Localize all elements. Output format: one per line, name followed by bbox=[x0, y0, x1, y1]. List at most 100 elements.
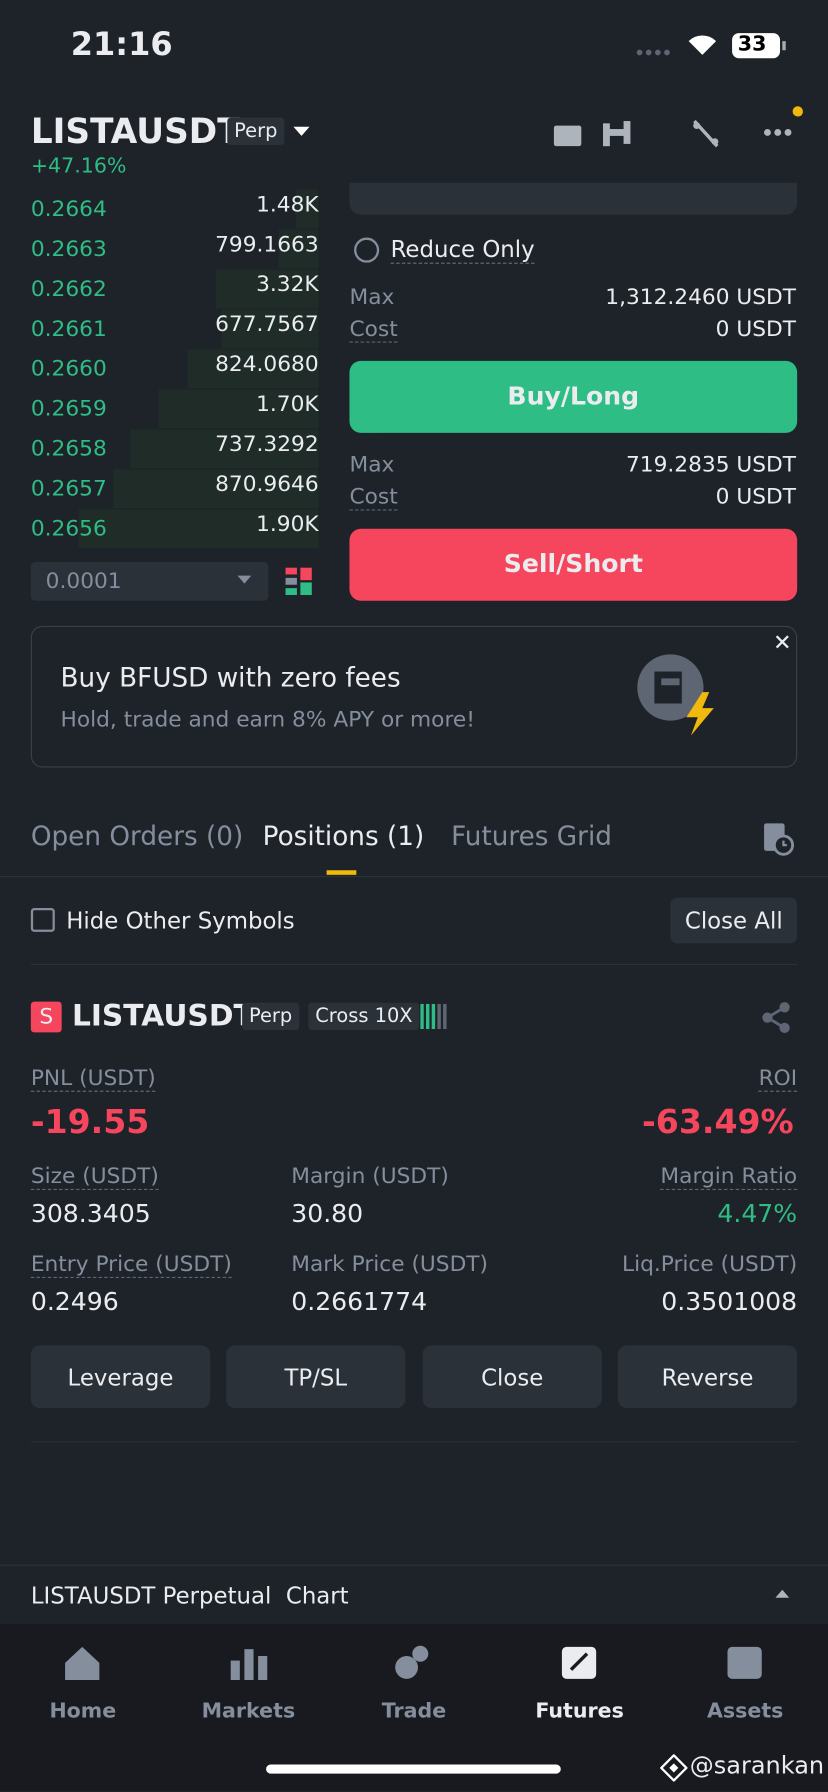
price: 0.2662 bbox=[30, 276, 107, 302]
perp-badge: Perp bbox=[227, 117, 285, 146]
depth-bar bbox=[158, 389, 319, 429]
amount: 1.70K bbox=[256, 391, 319, 417]
tick-arrow bbox=[237, 575, 252, 584]
promo-title: Buy BFUSD with zero fees bbox=[60, 663, 401, 694]
tick-size[interactable]: 0.0001 bbox=[45, 568, 122, 594]
roi-value: -63.49% bbox=[642, 1102, 794, 1141]
notification-dot bbox=[792, 106, 803, 117]
position-button[interactable]: Leverage bbox=[30, 1345, 211, 1409]
depth-bar bbox=[187, 349, 319, 389]
promo-subtitle: Hold, trade and earn 8% APY or more! bbox=[60, 706, 475, 733]
entry-value: 0.2496 bbox=[30, 1288, 119, 1317]
order-book-row[interactable]: 0.2658 737.3292 bbox=[31, 429, 319, 469]
share-icon[interactable] bbox=[761, 1002, 793, 1034]
cost-value: 0 USDT bbox=[715, 484, 797, 510]
amount: 1.48K bbox=[256, 191, 319, 217]
depth-bar bbox=[78, 509, 319, 549]
amount: 737.3292 bbox=[215, 431, 319, 457]
roi-label: ROI bbox=[758, 1065, 798, 1092]
chart-bar-label[interactable]: LISTAUSDT Perpetual Chart bbox=[30, 1581, 349, 1610]
order-book-row[interactable]: 0.2657 870.9646 bbox=[30, 469, 319, 509]
order-book-row[interactable]: 0.2659 1.70K bbox=[30, 389, 319, 429]
order-book-row[interactable]: 0.2662 3.32K bbox=[30, 269, 319, 309]
change: +47.16% bbox=[30, 154, 127, 179]
side-badge: S bbox=[30, 1001, 62, 1033]
nav-item[interactable]: Trade bbox=[381, 1699, 447, 1724]
input-field[interactable] bbox=[349, 182, 798, 215]
price: 0.2656 bbox=[30, 516, 107, 542]
hide-label[interactable]: Hide Other Symbols bbox=[66, 906, 295, 935]
amount: 799.1663 bbox=[215, 231, 319, 257]
size-value: 308.3405 bbox=[30, 1200, 151, 1229]
price: 0.2659 bbox=[30, 396, 107, 422]
cost-label: Cost bbox=[349, 316, 398, 343]
max-label: Max bbox=[349, 452, 395, 478]
margin-ratio-value: 4.47% bbox=[717, 1200, 798, 1229]
dropdown-icon[interactable] bbox=[292, 124, 310, 138]
max-value: 1,312.2460 USDT bbox=[605, 284, 797, 310]
status-icons bbox=[636, 33, 786, 59]
divider bbox=[30, 963, 798, 966]
pnl-label: PNL (USDT) bbox=[30, 1065, 156, 1092]
amount: 677.7567 bbox=[215, 311, 319, 337]
nav-item-active[interactable]: Futures bbox=[535, 1699, 624, 1724]
entry-label: Entry Price (USDT) bbox=[30, 1251, 232, 1278]
history-icon[interactable] bbox=[763, 822, 795, 856]
margin-label: Margin (USDT) bbox=[291, 1163, 449, 1189]
reduce-only-radio[interactable] bbox=[354, 237, 380, 263]
watermark-logo bbox=[660, 1754, 688, 1782]
order-book-row[interactable]: 0.2656 1.90K bbox=[30, 509, 319, 549]
divider bbox=[0, 1564, 828, 1566]
pnl-value: -19.55 bbox=[30, 1102, 150, 1141]
amount: 824.0680 bbox=[215, 351, 319, 377]
tab-active[interactable]: Positions (1) bbox=[262, 822, 425, 852]
expand-icon[interactable] bbox=[774, 1589, 790, 1600]
tab[interactable]: Open Orders (0) bbox=[30, 822, 244, 852]
depth-bar bbox=[215, 269, 319, 309]
tick-select[interactable] bbox=[30, 561, 269, 601]
liq-label: Liq.Price (USDT) bbox=[621, 1251, 798, 1277]
nav-item[interactable]: Assets bbox=[706, 1699, 784, 1724]
order-book-row[interactable]: 0.2661 677.7567 bbox=[30, 309, 319, 349]
margin-mode: Cross 10X bbox=[308, 1002, 420, 1031]
amount: 870.9646 bbox=[215, 471, 319, 497]
max-value: 719.2835 USDT bbox=[625, 452, 797, 478]
tab[interactable]: Futures Grid bbox=[451, 822, 612, 852]
depth-bar bbox=[295, 189, 319, 229]
reduce-only-label[interactable]: Reduce Only bbox=[390, 235, 535, 264]
price: 0.2663 bbox=[30, 236, 107, 262]
position-type: Perp bbox=[242, 1002, 300, 1031]
amount: 3.32K bbox=[256, 271, 319, 297]
header-icons[interactable] bbox=[548, 111, 805, 153]
close-promo[interactable] bbox=[774, 634, 790, 650]
layout-icon[interactable] bbox=[285, 567, 313, 596]
symbol[interactable]: LISTAUSDT bbox=[30, 111, 241, 152]
divider bbox=[30, 1441, 798, 1443]
time: 21:16 bbox=[70, 25, 173, 63]
nav-item[interactable]: Home bbox=[49, 1699, 117, 1724]
depth-bar bbox=[113, 469, 319, 509]
battery: 33 bbox=[737, 31, 767, 56]
tab-indicator bbox=[326, 870, 357, 875]
promo-card[interactable] bbox=[30, 625, 798, 768]
divider bbox=[0, 875, 828, 878]
position-button[interactable]: TP/SL bbox=[226, 1345, 406, 1409]
order-book-row[interactable]: 0.2663 799.1663 bbox=[30, 229, 319, 269]
nav-icons[interactable] bbox=[0, 1640, 828, 1686]
position-button[interactable]: Close bbox=[422, 1345, 602, 1409]
adl-icon bbox=[420, 1003, 447, 1030]
order-book-row[interactable]: 0.2664 1.48K bbox=[31, 189, 319, 229]
position-symbol: LISTAUSDT bbox=[71, 999, 254, 1034]
price: 0.2661 bbox=[30, 316, 107, 342]
cost-value: 0 USDT bbox=[715, 316, 797, 342]
order-book-row[interactable]: 0.2660 824.0680 bbox=[31, 349, 319, 389]
margin-value: 30.80 bbox=[291, 1200, 364, 1229]
close-all-button[interactable]: Close All bbox=[670, 897, 798, 944]
sell-button[interactable]: Sell/Short bbox=[349, 528, 798, 601]
price: 0.2657 bbox=[30, 476, 107, 502]
position-button[interactable]: Reverse bbox=[617, 1345, 798, 1409]
nav-item[interactable]: Markets bbox=[201, 1699, 296, 1724]
buy-button[interactable]: Buy/Long bbox=[349, 360, 798, 433]
hide-checkbox[interactable] bbox=[30, 907, 55, 932]
